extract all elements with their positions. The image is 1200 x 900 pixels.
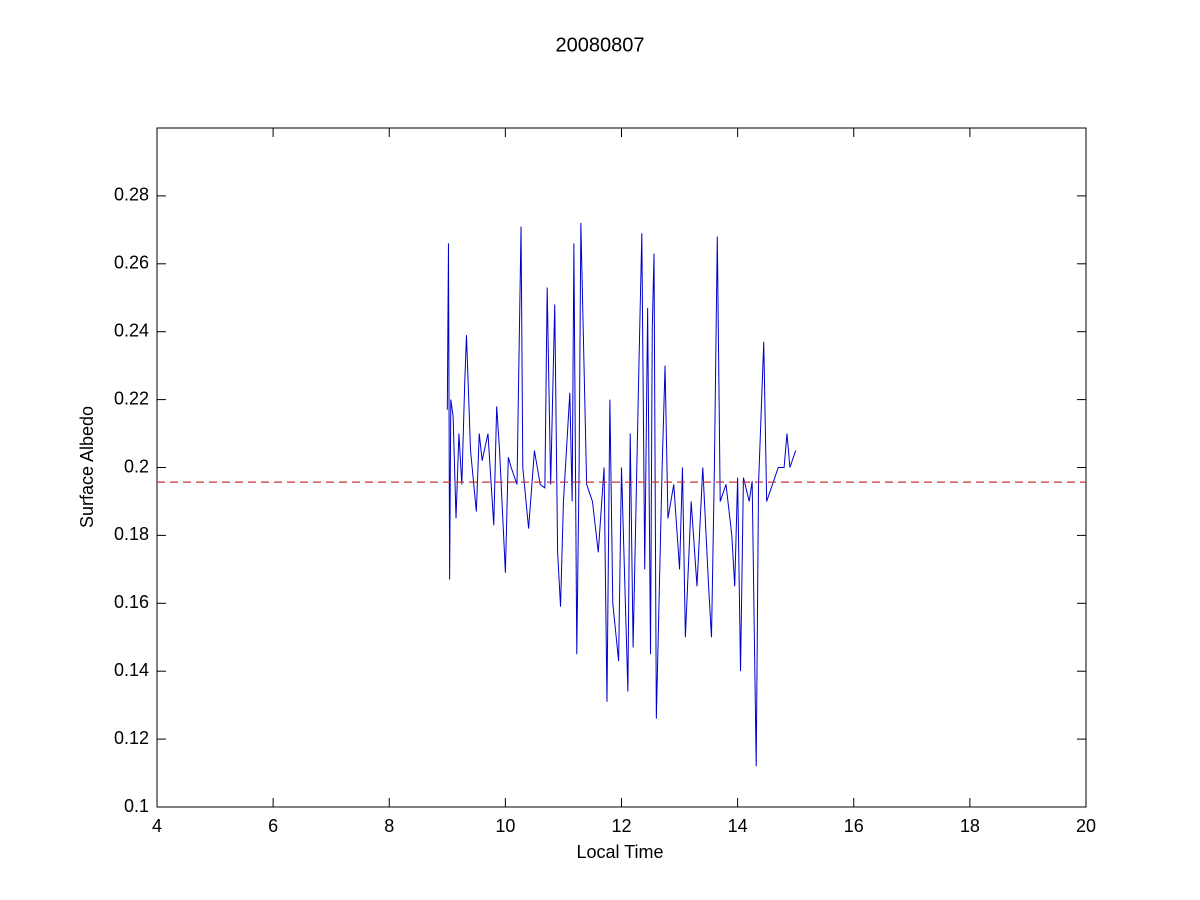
chart-title: 20080807 bbox=[556, 34, 645, 56]
y-tick-label: 0.28 bbox=[114, 185, 149, 205]
x-tick-label: 12 bbox=[611, 816, 631, 836]
x-tick-label: 20 bbox=[1076, 816, 1096, 836]
y-tick-label: 0.2 bbox=[124, 456, 149, 476]
data-line bbox=[446, 223, 797, 767]
y-tick-label: 0.12 bbox=[114, 728, 149, 748]
y-tick-label: 0.16 bbox=[114, 592, 149, 612]
y-axis-label: Surface Albedo bbox=[77, 406, 97, 528]
x-tick-label: 8 bbox=[384, 816, 394, 836]
y-tick-label: 0.22 bbox=[114, 388, 149, 408]
y-tick-label: 0.1 bbox=[124, 796, 149, 816]
y-tick-label: 0.24 bbox=[114, 320, 149, 340]
x-tick-label: 4 bbox=[152, 816, 162, 836]
y-tick-label: 0.26 bbox=[114, 253, 149, 273]
x-axis-label: Local Time bbox=[576, 842, 663, 862]
x-tick-label: 18 bbox=[960, 816, 980, 836]
x-tick-label: 14 bbox=[728, 816, 748, 836]
y-tick-label: 0.18 bbox=[114, 524, 149, 544]
x-tick-label: 16 bbox=[844, 816, 864, 836]
x-tick-label: 10 bbox=[495, 816, 515, 836]
x-tick-label: 6 bbox=[268, 816, 278, 836]
y-tick-label: 0.14 bbox=[114, 660, 149, 680]
